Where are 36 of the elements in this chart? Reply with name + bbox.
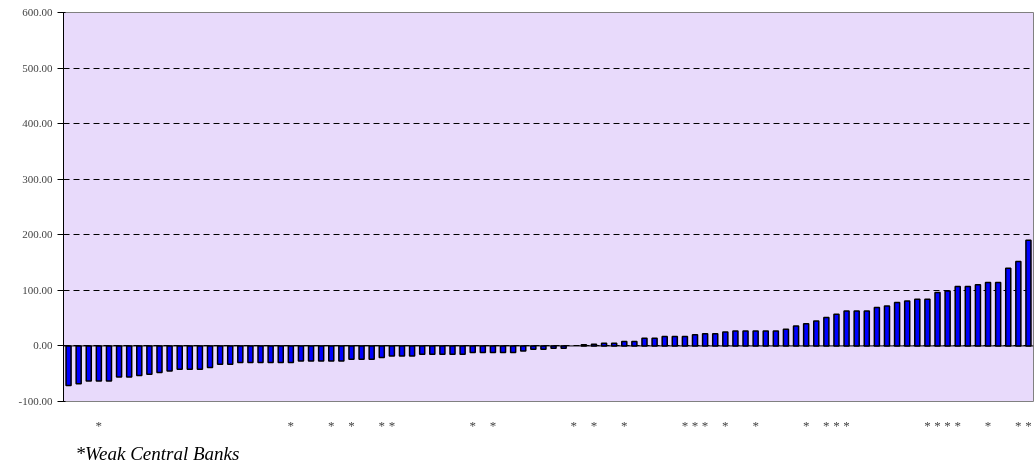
x-tick-label: *: [802, 417, 810, 433]
x-tick-label: *: [984, 417, 992, 433]
x-tick-label: *: [722, 417, 729, 433]
x-tick-label: *: [681, 417, 689, 433]
x-tick-label: *: [843, 417, 850, 433]
x-tick-label: *: [823, 417, 830, 433]
x-tick-label: *: [348, 417, 355, 433]
y-tick-label: 500.00: [22, 61, 53, 74]
x-tick-label: *: [691, 417, 699, 433]
x-tick-label: *: [469, 417, 476, 433]
y-tick-label: 300.00: [22, 172, 53, 185]
text: *Weak Central Banks: [75, 442, 240, 464]
x-tick-label: *: [570, 417, 578, 433]
x-tick-label: *: [934, 417, 941, 433]
y-tick-label: 400.00: [22, 117, 53, 130]
y-tick-label: 0.00: [33, 339, 53, 352]
x-tick-label: *: [1025, 417, 1032, 433]
y-tick-label: -100.00: [18, 395, 53, 407]
x-tick-label: *: [621, 417, 628, 433]
x-tick-label: *: [590, 417, 598, 433]
x-tick-label: *: [701, 417, 709, 433]
y-tick-label: 100.00: [22, 283, 53, 296]
x-tick-label: *: [954, 417, 961, 433]
y-tick-label: 200.00: [22, 228, 53, 241]
x-tick-label: *: [833, 417, 840, 433]
x-tick-label: *: [924, 417, 931, 433]
x-tick-label: *: [328, 417, 335, 433]
x-tick-label: *: [378, 417, 386, 433]
x-tick-label: *: [1015, 417, 1022, 433]
x-tick-label: *: [388, 417, 396, 433]
x-tick-label: *: [752, 417, 759, 433]
x-tick-label: *: [944, 417, 951, 433]
x-tick-label: *: [287, 417, 295, 433]
x-tick-label: *: [489, 417, 497, 433]
x-tick-label: *: [95, 417, 103, 433]
y-tick-label: 600.00: [22, 6, 53, 18]
